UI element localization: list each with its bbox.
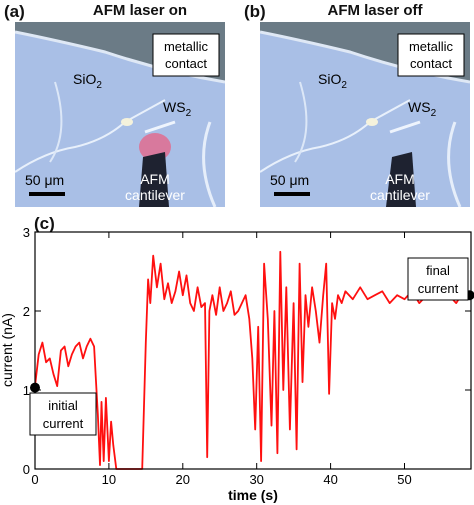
initial-current-line2: current: [43, 416, 84, 431]
final-current-line2: current: [418, 281, 459, 296]
final-current-line1: final: [426, 263, 450, 278]
panel-c-letter: (c): [34, 214, 55, 233]
x-tick-label: 0: [31, 472, 38, 487]
initial-current-marker: [30, 382, 40, 393]
scale-bar: [29, 192, 65, 196]
y-tick-label: 2: [23, 304, 30, 319]
y-axis-label: current (nA): [0, 313, 15, 387]
panel-b-micrograph: metallic contact SiO2 WS2 50 μm AFM cant…: [260, 22, 470, 207]
ws2-label: WS2: [163, 99, 192, 119]
ws2-label: WS2: [408, 99, 437, 119]
contact-label-line1: metallic: [409, 39, 454, 54]
sio2-label: SiO2: [318, 71, 347, 91]
x-axis-label: time (s): [228, 487, 278, 503]
cantilever-label-line2: cantilever: [370, 187, 430, 203]
contact-label-line2: contact: [410, 56, 452, 71]
y-tick-label: 0: [23, 462, 30, 477]
contact-label-line1: metallic: [164, 39, 209, 54]
panel-b-letter: (b): [244, 2, 266, 21]
y-tick-label: 3: [23, 225, 30, 240]
panel-a-letter: (a): [4, 2, 25, 21]
x-tick-label: 10: [102, 472, 116, 487]
x-tick-label: 30: [249, 472, 263, 487]
panel-a-title: AFM laser on: [92, 2, 188, 19]
y-tick-label: 1: [23, 383, 30, 398]
cantilever-tip: [139, 152, 169, 207]
contact-label-line2: contact: [165, 56, 207, 71]
cantilever-label-line1: AFM: [140, 171, 170, 187]
x-tick-label: 50: [397, 472, 411, 487]
initial-current-box: [29, 392, 97, 436]
current-trace: [34, 250, 470, 470]
x-tick-label: 40: [323, 472, 337, 487]
scale-label: 50 μm: [25, 172, 64, 188]
panel-b-title: AFM laser off: [327, 2, 423, 19]
panel-a-micrograph: metallic contact SiO2 WS2 50 μm AFM cant…: [15, 22, 225, 207]
cantilever-label-line2: cantilever: [125, 187, 185, 203]
final-current-box: [407, 257, 469, 301]
trace-layer: [34, 250, 470, 470]
current-vs-time-chart: 0 10 20 30 40 50 0 1 2 3 time (s) current (nA) in…: [0, 225, 474, 503]
sio2-label: SiO2: [73, 71, 102, 91]
initial-current-line1: initial: [48, 398, 78, 413]
scale-label: 50 μm: [270, 172, 309, 188]
plot-frame: [34, 231, 472, 470]
cantilever-label-line1: AFM: [385, 171, 415, 187]
ticks-layer: 0 10 20 30 40 50 0 1 2 3: [23, 225, 471, 487]
x-tick-label: 20: [176, 472, 190, 487]
scale-bar: [274, 192, 310, 196]
cantilever-tip: [386, 152, 416, 207]
